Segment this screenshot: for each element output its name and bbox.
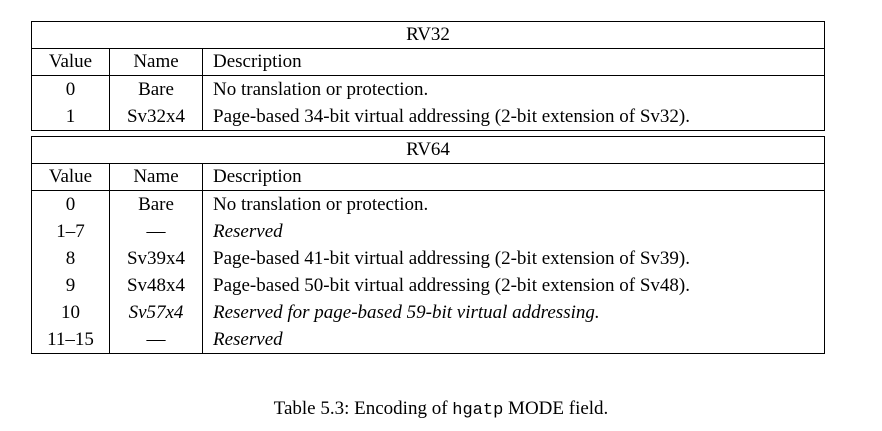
rv32-header-name: Name [109,48,203,76]
table-caption: Table 5.3: Encoding of hgatp MODE field. [0,398,882,420]
rv64-header-name: Name [109,163,203,191]
row-description: Reserved for page-based 59-bit virtual a… [202,299,825,326]
row-description: Page-based 50-bit virtual addressing (2-… [202,272,825,299]
rv32-table-title: RV32 [31,21,825,49]
row-name: — [109,218,203,245]
row-value: 8 [31,245,110,272]
caption-prefix: Table 5.3: Encoding of [273,398,453,419]
table-row: 8 Sv39x4 Page-based 41-bit virtual addre… [31,245,825,272]
rv64-header-description: Description [202,163,825,191]
row-value: 9 [31,272,110,299]
row-name: Bare [109,190,203,218]
table-row: 1 Sv32x4 Page-based 34-bit virtual addre… [31,103,825,131]
rv64-header-row: Value Name Description [31,163,825,191]
rv64-table-title: RV64 [31,136,825,164]
row-value: 1–7 [31,218,110,245]
row-description: Reserved [202,218,825,245]
rv64-mode-table: RV64 Value Name Description 0 Bare No tr… [31,136,825,354]
table-row: 10 Sv57x4 Reserved for page-based 59-bit… [31,299,825,326]
row-name: Sv39x4 [109,245,203,272]
row-value: 11–15 [31,326,110,354]
row-description: No translation or protection. [202,190,825,218]
rv32-header-value: Value [31,48,110,76]
table-row: 11–15 — Reserved [31,326,825,354]
row-description: Page-based 34-bit virtual addressing (2-… [202,103,825,131]
caption-suffix: MODE field. [503,398,609,419]
row-name: Bare [109,75,203,103]
table-row: 1–7 — Reserved [31,218,825,245]
rv64-header-value: Value [31,163,110,191]
table-row: 0 Bare No translation or protection. [31,190,825,218]
row-name: Sv48x4 [109,272,203,299]
row-value: 0 [31,190,110,218]
row-name: Sv32x4 [109,103,203,131]
caption-code: hgatp [452,401,504,420]
row-value: 10 [31,299,110,326]
row-description: No translation or protection. [202,75,825,103]
row-value: 0 [31,75,110,103]
row-description: Reserved [202,326,825,354]
row-name: Sv57x4 [109,299,203,326]
rv32-mode-table: RV32 Value Name Description 0 Bare No tr… [31,21,825,131]
row-name: — [109,326,203,354]
rv32-header-description: Description [202,48,825,76]
rv32-header-row: Value Name Description [31,48,825,76]
row-description: Page-based 41-bit virtual addressing (2-… [202,245,825,272]
table-row: 9 Sv48x4 Page-based 50-bit virtual addre… [31,272,825,299]
table-row: 0 Bare No translation or protection. [31,75,825,103]
row-value: 1 [31,103,110,131]
